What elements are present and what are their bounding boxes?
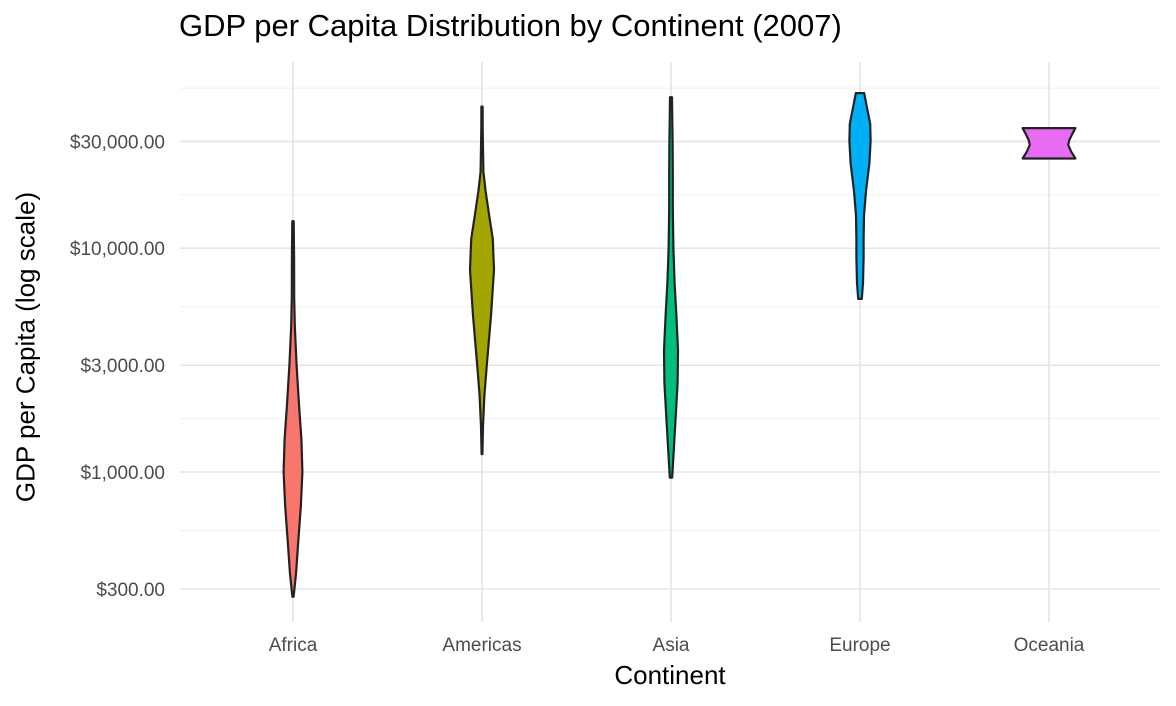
x-tick-label: Oceania [1014,635,1085,656]
x-tick-label: Africa [269,635,318,656]
y-tick-label: $10,000.00 [70,239,165,260]
x-tick-label: Europe [829,635,890,656]
y-tick-label: $3,000.00 [80,356,165,377]
violin-europe [848,92,872,300]
chart-title: GDP per Capita Distribution by Continent… [179,8,842,43]
y-tick-label: $30,000.00 [70,132,165,153]
violin-africa [282,220,304,598]
x-tick-labels: Africa Americas Asia Europe Oceania [269,635,1085,656]
y-tick-labels: $300.00 $1,000.00 $3,000.00 $10,000.00 $30,0… [70,132,165,601]
violin-oceania [1021,127,1077,160]
violin-asia [662,96,680,479]
x-axis-label: Continent [614,660,726,690]
violin-americas [468,105,496,456]
y-tick-label: $300.00 [96,580,165,601]
x-tick-label: Asia [653,635,690,656]
violins [282,92,1077,598]
x-tick-label: Americas [442,635,521,656]
y-tick-label: $1,000.00 [80,463,165,484]
